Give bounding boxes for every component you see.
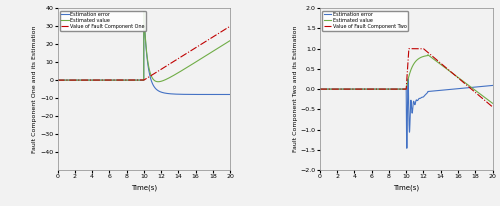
Estimated value <box>390 88 396 90</box>
Estimation error <box>405 78 411 80</box>
Estimated value <box>155 81 161 83</box>
Estimation error <box>130 79 136 81</box>
Legend: Estimation error, Estimated value, Value of Fault Component One: Estimation error, Estimated value, Value… <box>60 11 146 30</box>
Estimated value <box>317 88 323 90</box>
Estimation error <box>172 93 178 95</box>
Line: Estimation error: Estimation error <box>58 12 230 95</box>
Estimation error <box>434 89 440 92</box>
Estimation error <box>392 88 398 90</box>
Value of Fault Component One <box>172 60 178 62</box>
Value of Fault Component Two <box>404 80 409 82</box>
Value of Fault Component Two <box>341 88 347 90</box>
Value of Fault Component One <box>128 79 134 81</box>
Estimated value <box>130 79 136 81</box>
Value of Fault Component One <box>79 79 85 81</box>
Estimation error <box>142 22 148 24</box>
Value of Fault Component One <box>130 79 136 81</box>
Estimated value <box>425 54 431 56</box>
Value of Fault Component Two <box>392 88 398 90</box>
Estimation error <box>128 79 134 81</box>
X-axis label: Time(s): Time(s) <box>393 185 419 191</box>
Value of Fault Component Two <box>317 88 323 90</box>
Estimated value <box>404 85 409 87</box>
Legend: Estimation error, Estimated value, Value of Fault Component Two: Estimation error, Estimated value, Value… <box>322 11 408 30</box>
Line: Estimation error: Estimation error <box>320 79 492 148</box>
Estimation error <box>79 79 85 81</box>
Estimation error <box>54 79 60 81</box>
Estimation error <box>390 88 396 90</box>
Line: Value of Fault Component Two: Value of Fault Component Two <box>320 49 492 107</box>
Estimated value <box>172 73 178 76</box>
Estimated value <box>142 21 148 24</box>
Estimated value <box>128 79 134 81</box>
Estimated value <box>79 79 85 81</box>
Value of Fault Component Two <box>406 47 412 50</box>
Estimation error <box>490 84 496 87</box>
Estimation error <box>341 88 347 90</box>
Estimation error <box>404 147 410 150</box>
Estimation error <box>351 88 357 90</box>
Value of Fault Component One <box>54 79 60 81</box>
Line: Estimated value: Estimated value <box>58 12 230 82</box>
Value of Fault Component Two <box>390 88 396 90</box>
Value of Fault Component One <box>89 79 95 81</box>
Estimation error <box>89 79 95 81</box>
Estimated value <box>490 102 496 104</box>
Estimated value <box>89 79 95 81</box>
Estimation error <box>404 145 409 147</box>
Line: Value of Fault Component One: Value of Fault Component One <box>58 26 230 80</box>
Estimated value <box>392 88 398 90</box>
Value of Fault Component Two <box>351 88 357 90</box>
Line: Estimated value: Estimated value <box>320 55 492 103</box>
Estimated value <box>434 61 440 63</box>
Estimated value <box>341 88 347 90</box>
Value of Fault Component Two <box>434 59 440 62</box>
Y-axis label: Fault Component Two and its Estimation: Fault Component Two and its Estimation <box>293 26 298 152</box>
Estimation error <box>141 11 147 13</box>
Estimation error <box>317 88 323 90</box>
Value of Fault Component One <box>227 25 233 27</box>
Estimated value <box>351 88 357 90</box>
Estimated value <box>227 39 233 42</box>
X-axis label: Time(s): Time(s) <box>130 185 157 191</box>
Estimated value <box>141 11 147 13</box>
Estimation error <box>227 93 233 96</box>
Value of Fault Component One <box>142 78 148 81</box>
Value of Fault Component Two <box>490 106 496 108</box>
Estimated value <box>54 79 60 81</box>
Y-axis label: Fault Component One and its Estimation: Fault Component One and its Estimation <box>32 25 38 153</box>
